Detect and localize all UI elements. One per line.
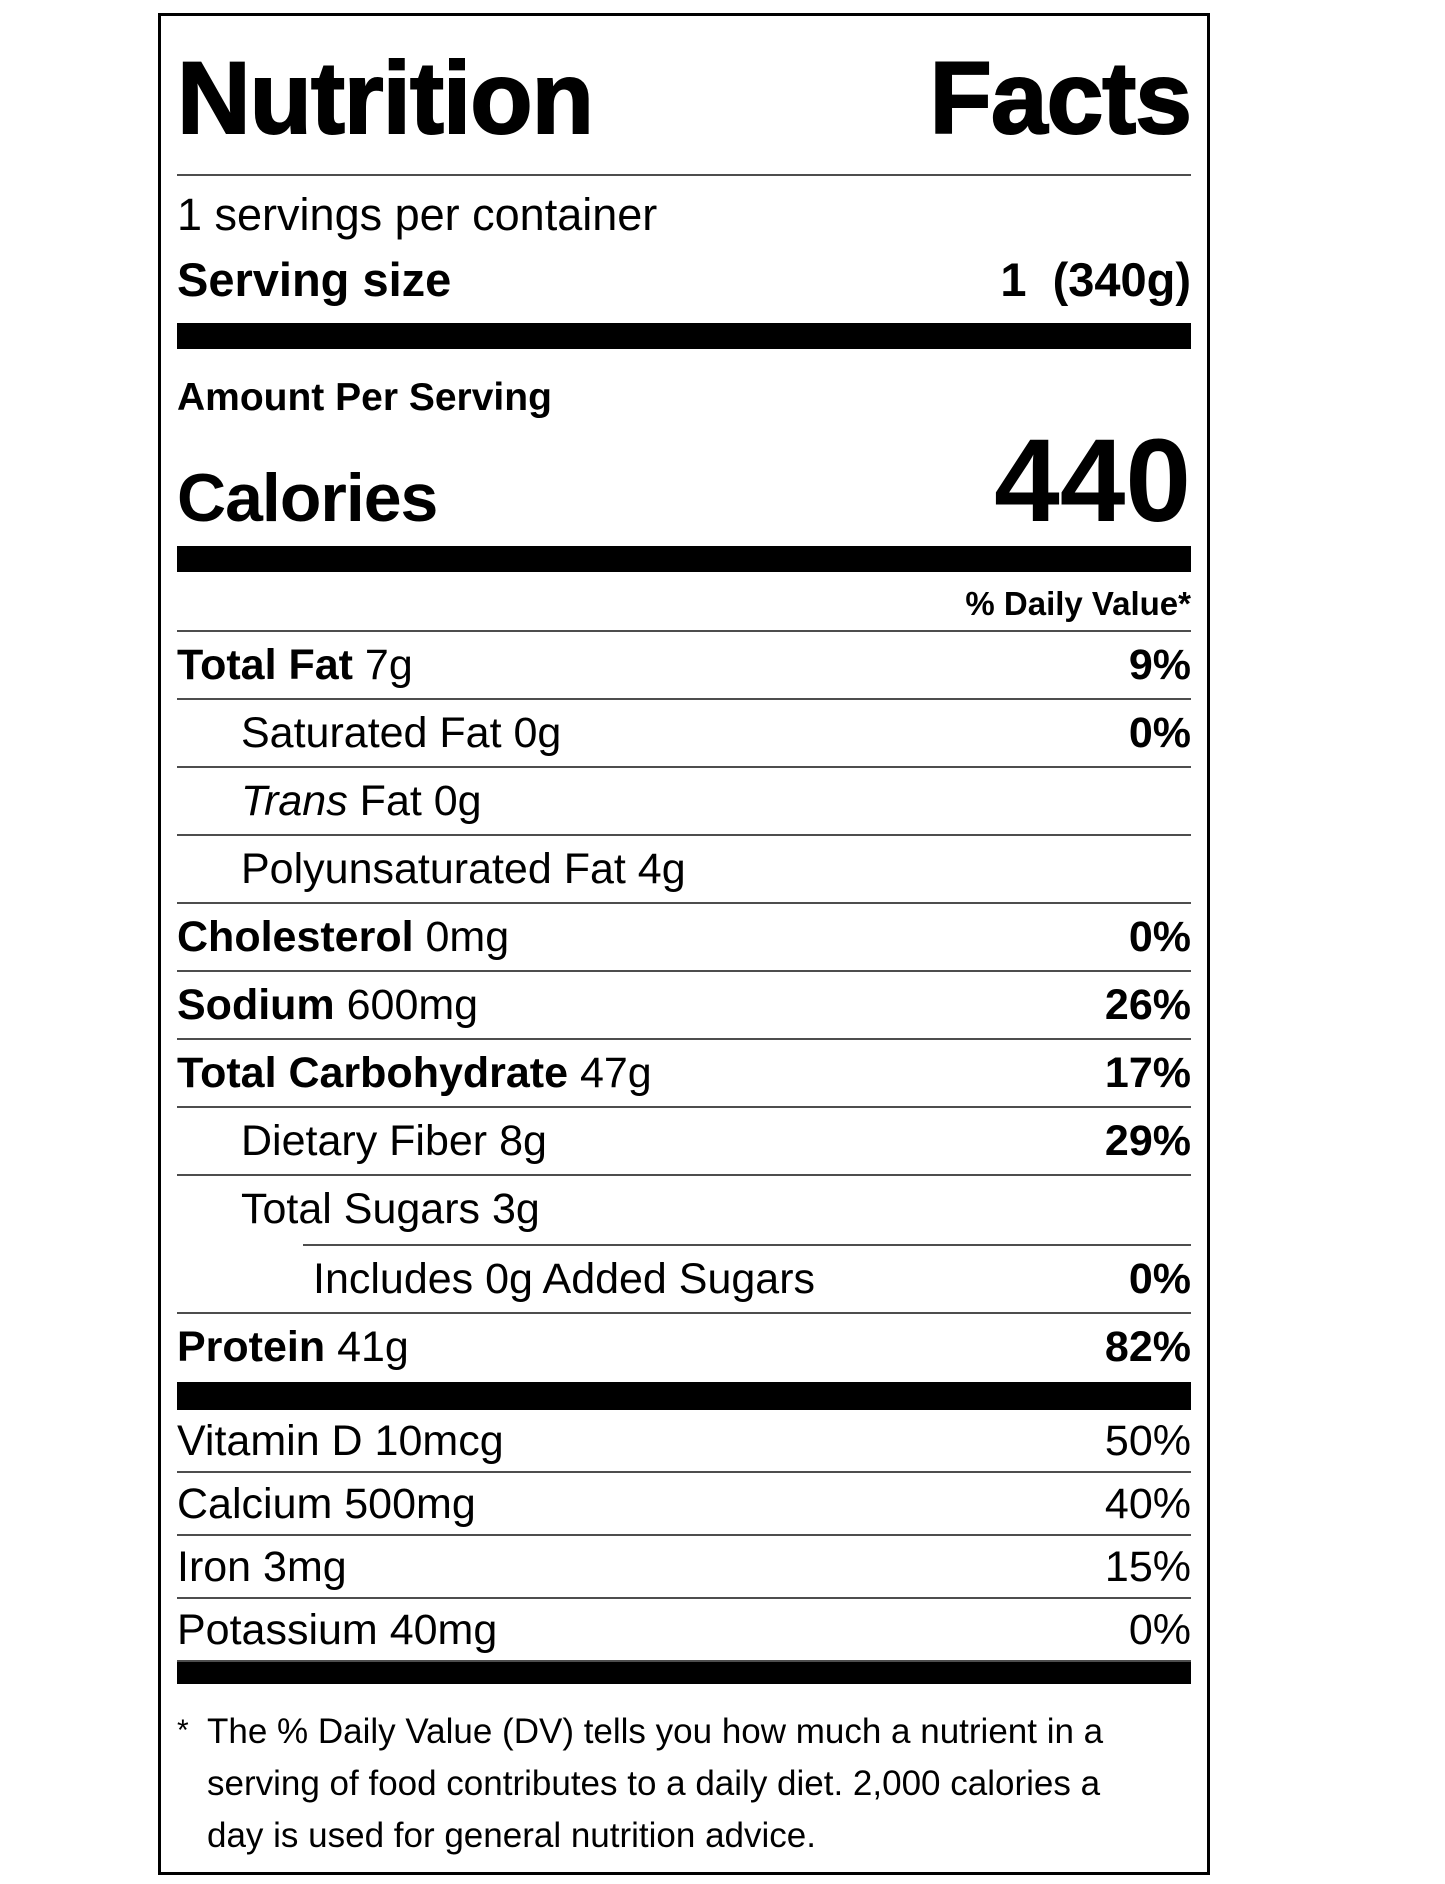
serving-size-value: 1 (340g) bbox=[1000, 253, 1191, 307]
vitamin-rows: Vitamin D 10mcg 50% Calcium 500mg 40% Ir… bbox=[177, 1410, 1191, 1662]
nutrient-name-amount: Sodium 600mg bbox=[177, 981, 479, 1029]
nutrient-name-amount: Dietary Fiber 8g bbox=[241, 1117, 547, 1165]
nutrient-name-amount: Total Carbohydrate 47g bbox=[177, 1049, 652, 1097]
divider bbox=[303, 1244, 1191, 1246]
thick-divider bbox=[177, 323, 1191, 350]
nutrient-row: Total Carbohydrate 47g 17% bbox=[177, 1040, 1191, 1108]
nutrient-row: Iron 3mg 15% bbox=[177, 1536, 1191, 1599]
nutrient-row: Calcium 500mg 40% bbox=[177, 1473, 1191, 1536]
nutrient-name-amount: Trans Fat 0g bbox=[241, 777, 482, 825]
nutrient-name-amount: Total Sugars 3g bbox=[241, 1185, 540, 1233]
nutrient-row: Sodium 600mg 26% bbox=[177, 972, 1191, 1040]
nutrient-row: Vitamin D 10mcg 50% bbox=[177, 1410, 1191, 1473]
nutrient-row: Trans Fat 0g bbox=[177, 768, 1191, 836]
nutrient-name-amount: Cholesterol 0mg bbox=[177, 913, 510, 961]
calories-value: 440 bbox=[994, 415, 1191, 547]
nutrient-daily-value: 9% bbox=[1128, 641, 1191, 689]
nutrient-name-amount: Protein 41g bbox=[177, 1323, 409, 1371]
nutrient-daily-value: 29% bbox=[1104, 1117, 1191, 1165]
nutrient-name-amount: Total Fat 7g bbox=[177, 641, 413, 689]
amount-per-serving-label: Amount Per Serving bbox=[177, 376, 552, 420]
footnote-asterisk: * bbox=[177, 1714, 189, 1747]
serving-size-row: Serving size 1 (340g) bbox=[177, 244, 1191, 323]
nutrient-row: Polyunsaturated Fat 4g bbox=[177, 836, 1191, 904]
thick-divider bbox=[177, 546, 1191, 572]
nutrient-name-amount: Potassium 40mg bbox=[177, 1606, 498, 1654]
calories-label: Calories bbox=[177, 460, 438, 536]
nutrient-daily-value: 0% bbox=[1128, 1255, 1191, 1303]
nutrient-rows: Total Fat 7g 9% Saturated Fat 0g 0% Tran… bbox=[177, 632, 1191, 1382]
nutrient-daily-value: 17% bbox=[1104, 1049, 1191, 1097]
nutrition-facts-label: Nutrition Facts 1 servings per container… bbox=[158, 13, 1210, 1875]
nutrient-row: Saturated Fat 0g 0% bbox=[177, 700, 1191, 768]
calories-row: Calories 440 bbox=[177, 422, 1191, 540]
footnote-text: The % Daily Value (DV) tells you how muc… bbox=[207, 1706, 1103, 1862]
footnote-line: serving of food contributes to a daily d… bbox=[207, 1764, 1101, 1803]
thick-divider bbox=[177, 1382, 1191, 1410]
footnote: * The % Daily Value (DV) tells you how m… bbox=[177, 1684, 1191, 1862]
nutrient-daily-value: 82% bbox=[1104, 1323, 1191, 1371]
nutrient-row: Includes 0g Added Sugars 0% bbox=[177, 1246, 1191, 1314]
daily-value-header: % Daily Value* bbox=[177, 572, 1191, 632]
nutrient-row: Protein 41g 82% bbox=[177, 1314, 1191, 1382]
footnote-line: day is used for general nutrition advice… bbox=[207, 1816, 816, 1855]
nutrient-daily-value: 40% bbox=[1104, 1480, 1191, 1528]
nutrient-name-amount: Polyunsaturated Fat 4g bbox=[241, 845, 686, 893]
nutrient-daily-value: 15% bbox=[1104, 1543, 1191, 1591]
nutrient-row: Total Sugars 3g bbox=[177, 1176, 1191, 1244]
nutrient-daily-value: 0% bbox=[1128, 709, 1191, 757]
nutrient-daily-value: 0% bbox=[1128, 1606, 1191, 1654]
footnote-line: The % Daily Value (DV) tells you how muc… bbox=[207, 1712, 1104, 1751]
nutrient-row: Cholesterol 0mg 0% bbox=[177, 904, 1191, 972]
servings-per-container: 1 servings per container bbox=[177, 189, 658, 241]
nutrient-name-amount: Saturated Fat 0g bbox=[241, 709, 562, 757]
divider bbox=[177, 174, 1191, 177]
nutrient-row: Total Fat 7g 9% bbox=[177, 632, 1191, 700]
nutrient-daily-value: 0% bbox=[1128, 913, 1191, 961]
nutrient-row: Potassium 40mg 0% bbox=[177, 1599, 1191, 1662]
nutrient-name-amount: Iron 3mg bbox=[177, 1543, 347, 1591]
nutrient-name-amount: Vitamin D 10mcg bbox=[177, 1417, 504, 1465]
nutrient-name-amount: Includes 0g Added Sugars bbox=[313, 1255, 816, 1303]
serving-size-label: Serving size bbox=[177, 253, 452, 307]
label-title: Nutrition Facts bbox=[176, 41, 1193, 155]
thick-divider bbox=[177, 1662, 1191, 1684]
nutrient-daily-value: 26% bbox=[1104, 981, 1191, 1029]
nutrient-name-amount: Calcium 500mg bbox=[177, 1480, 476, 1528]
nutrient-row: Dietary Fiber 8g 29% bbox=[177, 1108, 1191, 1176]
nutrient-daily-value: 50% bbox=[1104, 1417, 1191, 1465]
